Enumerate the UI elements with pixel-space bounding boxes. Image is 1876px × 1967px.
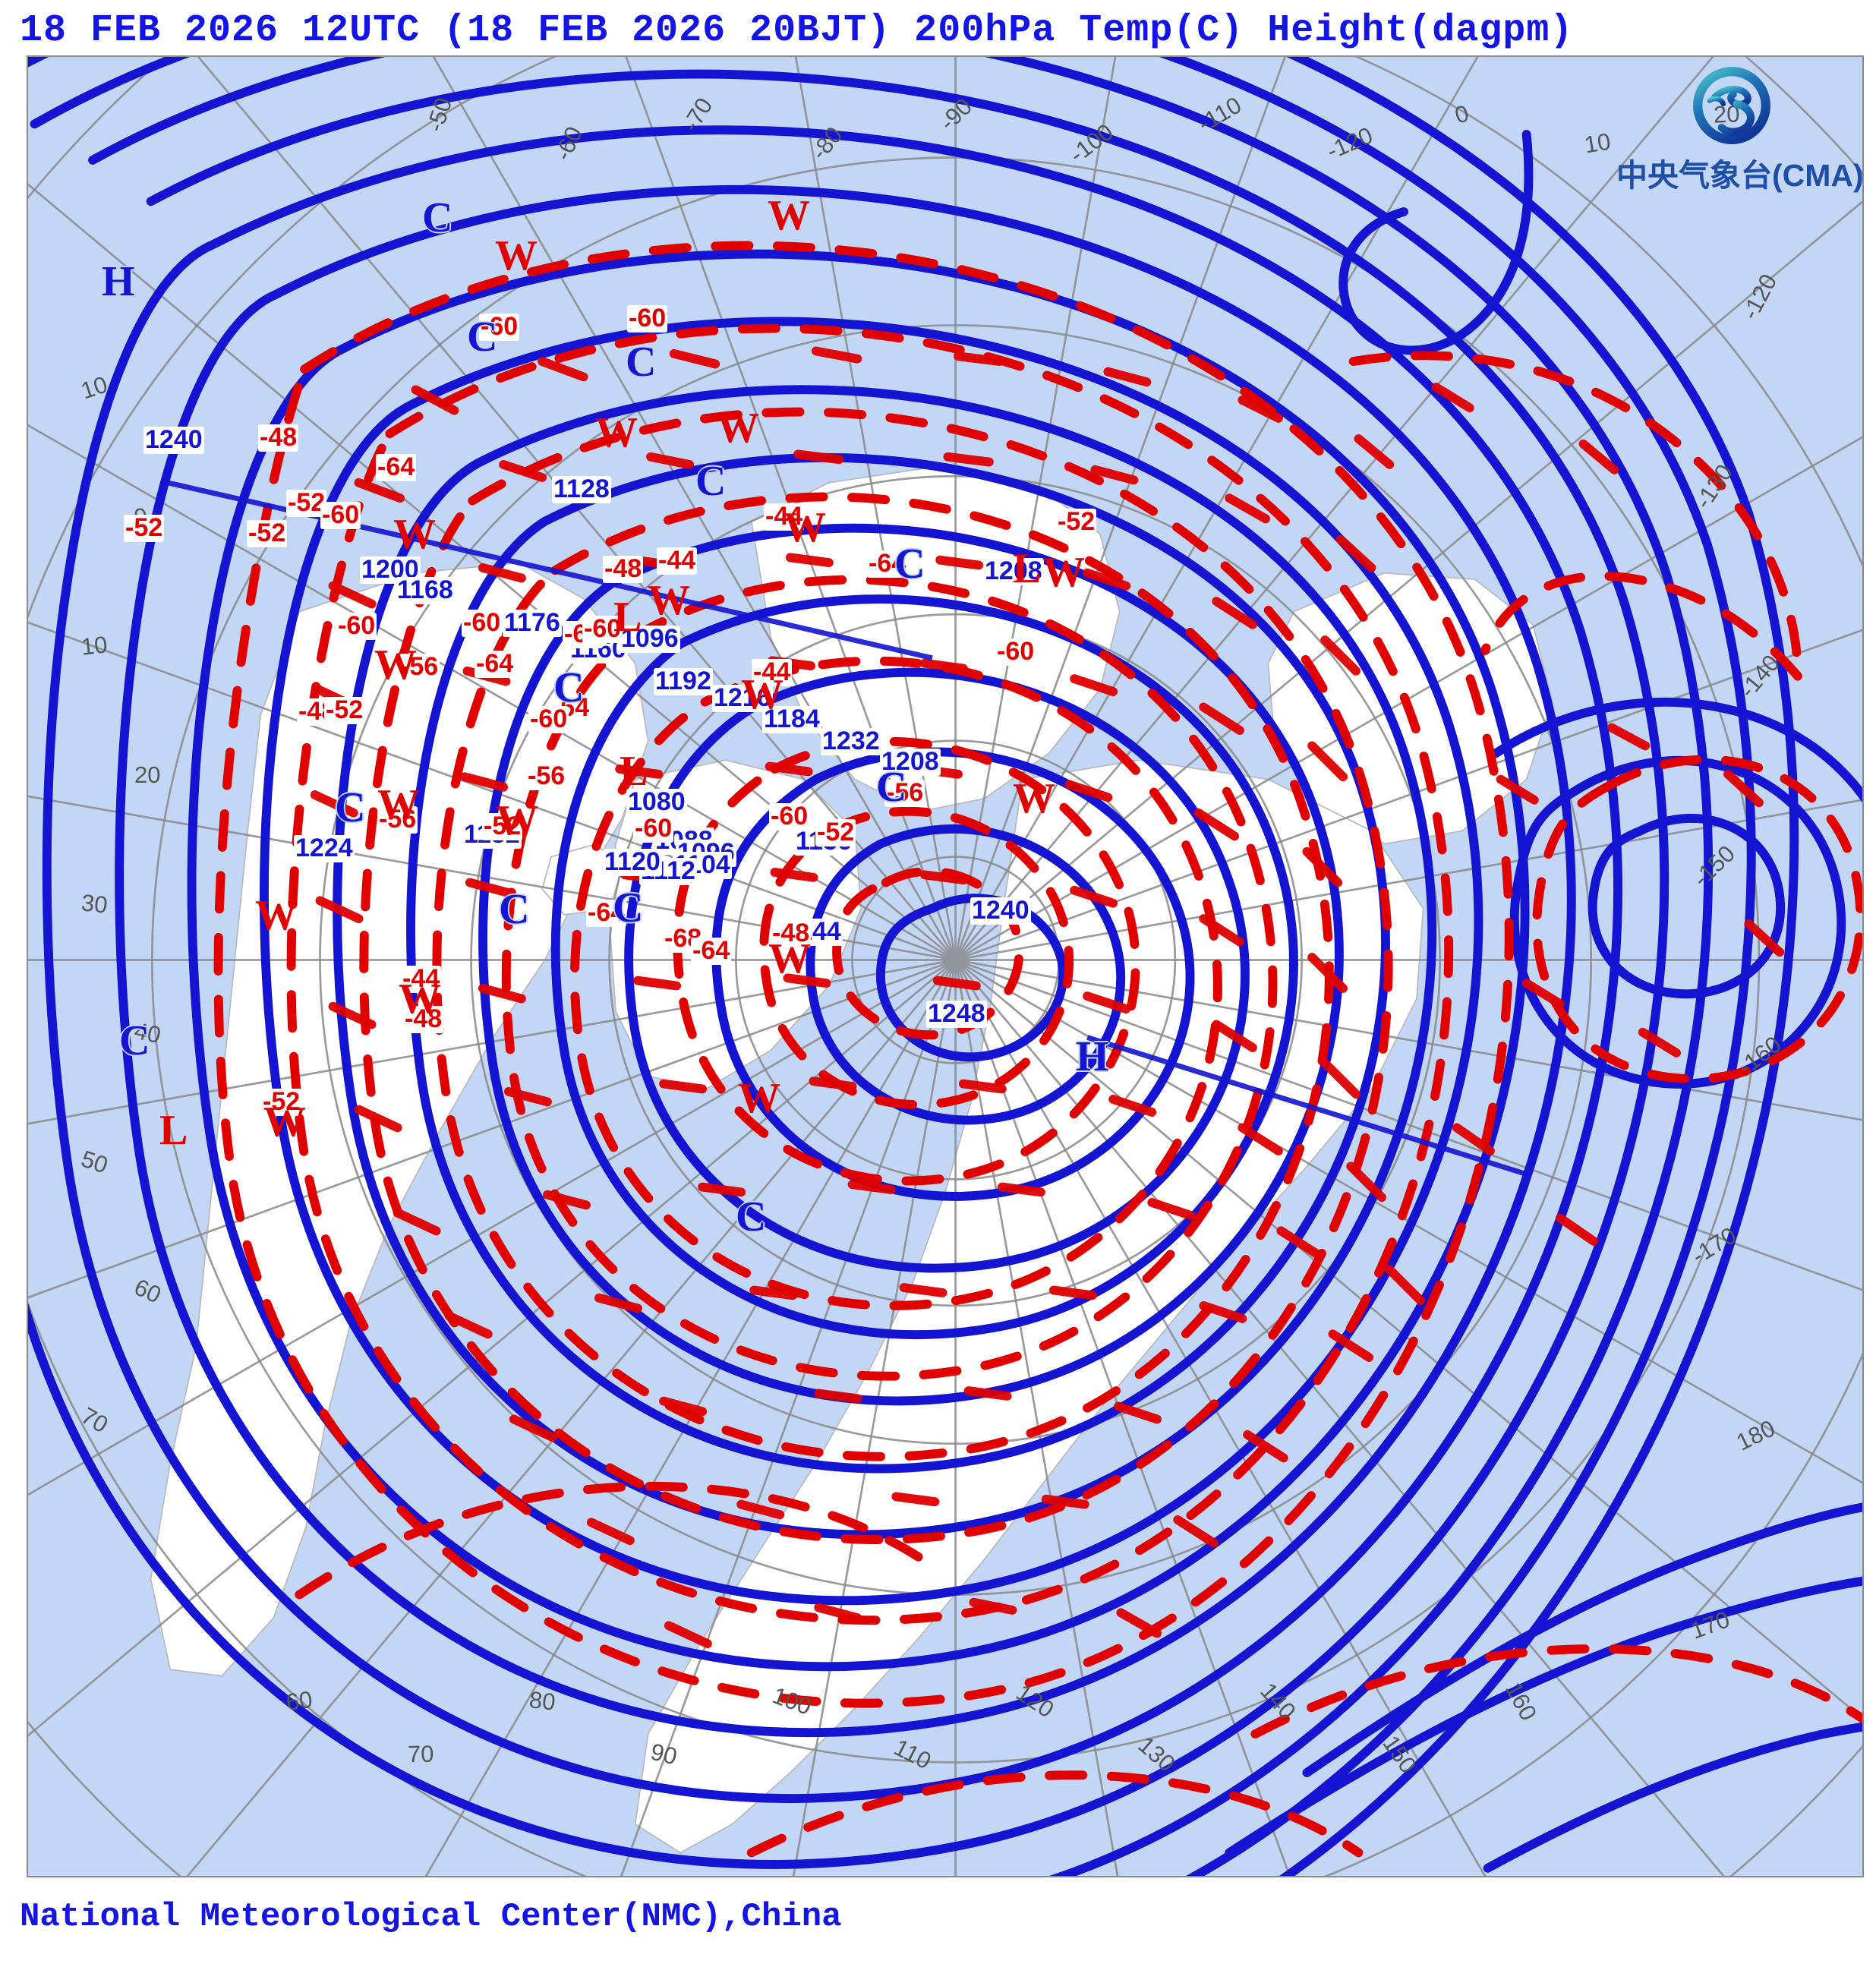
temperature-label: -48 [258, 424, 298, 452]
longitude-label: 20 [134, 763, 160, 788]
temperature-label: -60 [633, 815, 673, 843]
height-label: 1240 [970, 897, 1031, 925]
temperature-label: -52 [324, 697, 364, 724]
temperature-label: -60 [627, 305, 667, 333]
temperature-label: -56 [399, 654, 440, 681]
height-label: 1176 [503, 610, 562, 637]
height-label: 1232 [821, 728, 881, 755]
height-label: 1240 [143, 427, 204, 454]
temperature-label: -52 [247, 520, 287, 547]
temperature-label: -60 [462, 610, 502, 637]
temperature-label: -56 [884, 780, 925, 807]
page-title: 18 FEB 2026 12UTC (18 FEB 2026 20BJT) 20… [20, 9, 1573, 52]
temperature-label: -44 [401, 966, 441, 993]
cma-dragon-icon [1689, 63, 1774, 148]
temperature-label: -52 [261, 1089, 301, 1116]
height-label: 1192 [654, 668, 713, 695]
cma-logo: 中央气象台(CMA) [1616, 60, 1852, 208]
temperature-label: -64 [691, 938, 731, 965]
longitude-label: 70 [408, 1742, 434, 1767]
height-label: 1080 [626, 789, 687, 816]
page-footer: National Meteorological Center(NMC),Chin… [20, 1898, 842, 1936]
temperature-label: -60 [769, 803, 809, 831]
temperature-label: -48 [403, 1006, 443, 1033]
longitude-label: 30 [80, 891, 109, 918]
height-label: 1168 [396, 577, 455, 604]
temperature-label: -60 [995, 638, 1036, 666]
longitude-label: 60 [285, 1688, 314, 1716]
temperature-label: -56 [526, 763, 566, 790]
temperature-label: -64 [867, 550, 907, 578]
temperature-label: -60 [336, 613, 377, 640]
height-label: 1184 [762, 706, 821, 733]
longitude-label: 40 [132, 1019, 162, 1048]
temperature-label: -64 [586, 900, 626, 927]
height-label: 1120 [603, 849, 662, 876]
temperature-label: -60 [582, 616, 623, 643]
temperature-label: -44 [764, 503, 804, 531]
temperature-label: -44 [657, 547, 697, 575]
temperature-label: -56 [377, 806, 418, 834]
temperature-label: -52 [482, 813, 522, 840]
longitude-label: 80 [528, 1688, 556, 1715]
temperature-label: -48 [603, 556, 643, 583]
height-label: 1208 [880, 749, 941, 776]
temperature-label: -52 [1056, 509, 1096, 536]
longitude-label: 10 [80, 632, 109, 660]
weather-map[interactable]: -50-60-70-80-90-100-110-12001020-120-130… [27, 55, 1864, 1877]
temperature-label: -44 [752, 659, 792, 686]
temperature-label: -60 [479, 314, 519, 341]
contour-map-canvas [28, 57, 1862, 1876]
height-label: 1096 [620, 626, 680, 653]
height-label: 1224 [294, 835, 355, 862]
longitude-label: 90 [648, 1740, 679, 1770]
longitude-label: 10 [1583, 130, 1613, 159]
temperature-label: -48 [771, 920, 811, 947]
temperature-label: -60 [528, 706, 569, 733]
height-label: 1208 [983, 558, 1044, 585]
height-label: 1248 [926, 1001, 987, 1028]
cma-logo-text: 中央气象台(CMA) [1616, 150, 1852, 195]
temperature-label: -64 [475, 651, 515, 678]
temperature-label: -64 [376, 454, 416, 481]
temperature-label: -60 [320, 502, 361, 529]
temperature-label: -52 [815, 819, 856, 846]
temperature-label: -52 [124, 515, 164, 542]
height-label: 1128 [552, 476, 611, 503]
